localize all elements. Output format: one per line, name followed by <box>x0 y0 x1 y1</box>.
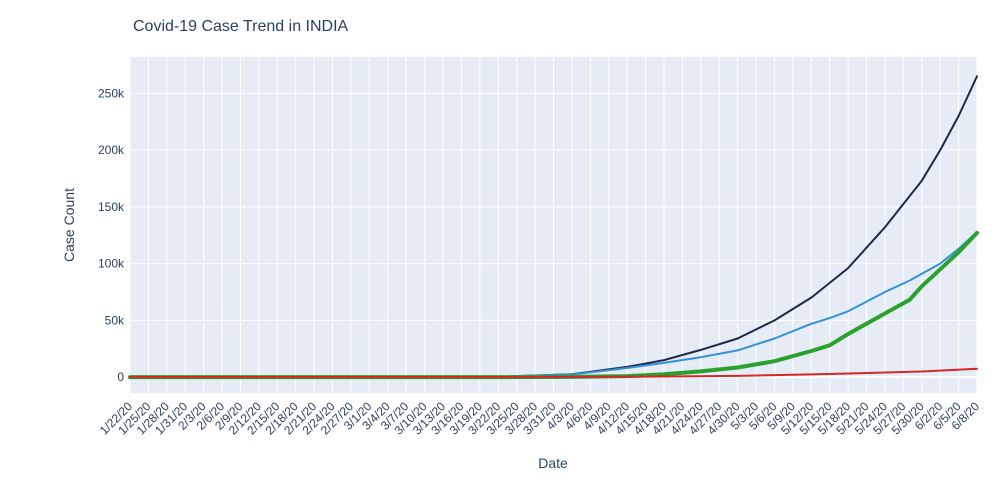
y-tick-label: 0 <box>117 370 124 384</box>
y-tick-label: 50k <box>105 313 125 327</box>
x-axis-title: Date <box>538 455 568 471</box>
chart-title: Covid-19 Case Trend in INDIA <box>133 18 349 35</box>
grid-lines <box>129 57 978 393</box>
y-tick-label: 150k <box>98 200 125 214</box>
y-axis-title: Case Count <box>61 188 77 262</box>
series-lines <box>128 75 979 380</box>
y-tick-label: 250k <box>98 86 125 100</box>
y-tick-label: 100k <box>98 257 125 271</box>
y-tick-labels: 0 50k 100k 150k 200k 250k <box>98 86 125 384</box>
y-tick-label: 200k <box>98 143 125 157</box>
series-line-4 <box>129 367 978 379</box>
x-tick-labels: 1/22/201/25/201/28/201/31/202/3/202/6/20… <box>97 399 982 437</box>
series-line-2 <box>129 230 978 379</box>
